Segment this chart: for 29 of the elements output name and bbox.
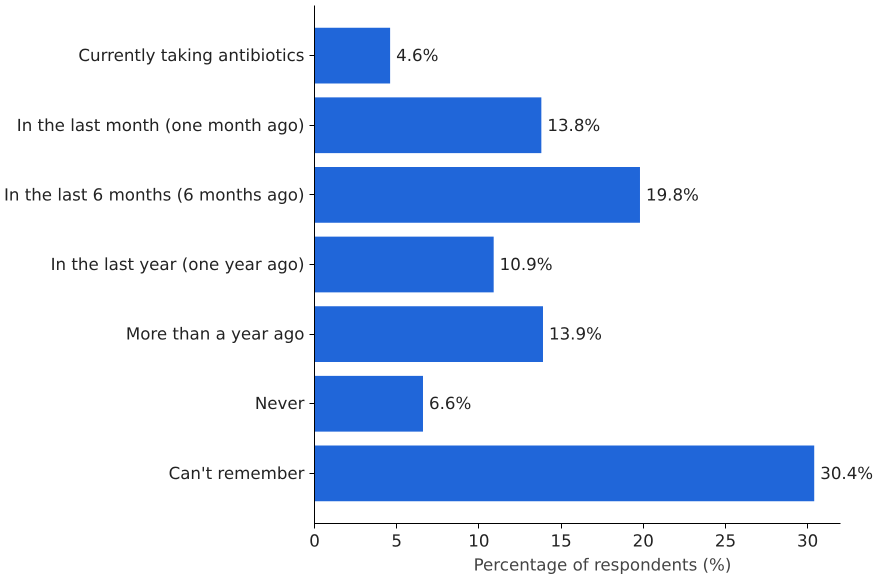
x-tick-label: 15 [550,532,572,550]
bar [314,167,640,223]
y-tick-label: Never [254,394,305,414]
bar [314,446,814,502]
y-tick-label: In the last 6 months (6 months ago) [4,185,304,204]
x-axis-title: Percentage of respondents (%) [474,556,732,574]
data-label: 30.4% [820,464,874,483]
data-label: 10.9% [500,255,553,274]
data-label: 13.8% [547,116,600,135]
y-tick-label: In the last year (one year ago) [50,255,305,274]
data-label: 4.6% [396,46,438,66]
data-label: 6.6% [428,394,472,414]
data-label: 13.9% [548,324,602,344]
x-tick-label: 20 [632,532,654,550]
x-tick-label: 0 [309,532,320,550]
x-tick-label: 10 [468,532,490,550]
x-tick-label: 30 [797,532,818,550]
x-tick-label: 5 [391,532,402,550]
bar [314,28,390,84]
y-tick-label: Currently taking antibiotics [78,46,305,66]
bar [314,306,543,362]
y-tick-label: More than a year ago [126,324,304,344]
data-label: 19.8% [646,185,699,204]
y-tick-label: In the last month (one month ago) [16,116,305,135]
bar [314,97,542,154]
x-tick-label: 25 [714,532,736,550]
bar [314,376,423,432]
bar [314,236,494,292]
y-tick-label: Can't remember [168,464,305,483]
